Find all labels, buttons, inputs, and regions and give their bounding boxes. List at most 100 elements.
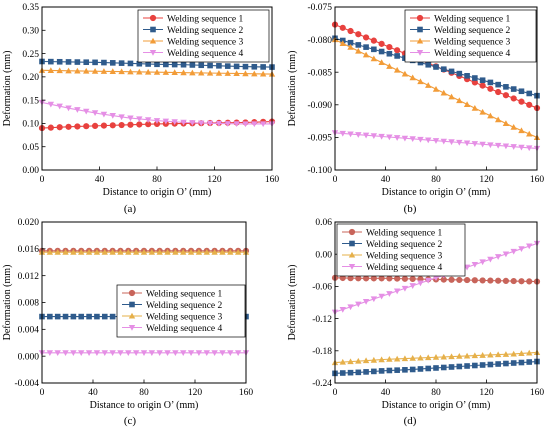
- data-point: [203, 248, 210, 255]
- data-point: [495, 361, 501, 367]
- data-point: [386, 356, 393, 362]
- legend-entry: Welding sequence 4: [366, 263, 443, 273]
- data-point: [83, 123, 90, 130]
- y-tick-label: 0.008: [18, 299, 40, 309]
- legend-entry: Welding sequence 1: [146, 289, 223, 299]
- data-point: [145, 61, 151, 67]
- legend-entry: Welding sequence 4: [146, 324, 223, 334]
- data-point: [85, 350, 93, 357]
- data-point: [347, 39, 354, 46]
- data-point: [378, 40, 385, 47]
- legend-marker: [128, 312, 136, 319]
- data-point: [471, 277, 478, 284]
- data-point: [148, 350, 156, 357]
- legend-marker: [348, 263, 356, 270]
- data-point: [510, 277, 517, 285]
- data-point: [339, 306, 346, 313]
- series-1: [331, 274, 541, 285]
- data-point: [479, 277, 486, 284]
- data-point: [259, 121, 267, 128]
- legend-marker: [128, 289, 136, 297]
- data-point: [172, 248, 179, 255]
- data-point: [362, 34, 370, 41]
- y-tick-label: 0.00: [315, 250, 332, 260]
- data-point: [494, 116, 502, 123]
- data-point: [127, 68, 134, 75]
- y-tick-label: -0.095: [307, 134, 332, 144]
- y-tick-label: -0.004: [14, 379, 39, 389]
- series-4: [331, 130, 541, 152]
- data-point: [386, 50, 393, 57]
- data-point: [393, 288, 401, 295]
- data-point: [494, 254, 502, 260]
- data-point: [394, 367, 400, 373]
- x-tick-label: 120: [479, 388, 494, 398]
- legend-marker: [129, 301, 135, 308]
- data-point: [479, 259, 486, 266]
- data-point: [62, 350, 69, 357]
- data-point: [518, 350, 525, 356]
- data-point: [101, 313, 108, 320]
- x-tick-label: 40: [381, 388, 391, 398]
- data-point: [109, 122, 116, 129]
- data-point: [409, 136, 416, 143]
- data-point: [402, 367, 408, 373]
- data-point: [195, 248, 203, 255]
- data-point: [187, 248, 195, 255]
- y-axis-label: Deformation (mm): [287, 51, 298, 127]
- series-4: [331, 240, 541, 316]
- data-point: [479, 352, 486, 358]
- data-point: [93, 248, 101, 255]
- data-point: [425, 61, 432, 68]
- data-point: [518, 98, 525, 105]
- data-point: [259, 70, 267, 77]
- data-point: [425, 82, 432, 88]
- data-point: [118, 60, 125, 66]
- data-point: [207, 62, 213, 69]
- data-point: [440, 364, 447, 371]
- data-point: [487, 351, 494, 358]
- y-tick-label: -0.090: [307, 101, 332, 111]
- y-tick-label: 0.10: [22, 120, 39, 130]
- data-point: [401, 70, 409, 77]
- data-point: [70, 248, 77, 255]
- y-tick-label: 0.30: [22, 26, 39, 36]
- data-point: [242, 70, 249, 77]
- data-point: [109, 68, 116, 75]
- data-point: [227, 248, 234, 255]
- data-point: [233, 63, 240, 70]
- data-point: [362, 51, 370, 58]
- data-point: [211, 350, 218, 357]
- data-point: [189, 62, 196, 68]
- data-point: [100, 68, 108, 74]
- data-point: [156, 350, 163, 357]
- legend-marker: [348, 228, 356, 236]
- data-point: [417, 59, 424, 66]
- data-point: [94, 313, 100, 320]
- data-point: [132, 350, 140, 357]
- data-point: [233, 70, 240, 77]
- data-point: [409, 283, 416, 289]
- data-point: [394, 47, 401, 54]
- data-point: [456, 139, 463, 146]
- x-tick-label: 0: [40, 388, 45, 398]
- x-tick-label: 120: [188, 388, 203, 398]
- data-point: [198, 69, 205, 76]
- data-point: [463, 101, 471, 107]
- y-tick-label: 0.05: [22, 143, 39, 153]
- y-tick-label: 0.004: [18, 326, 40, 336]
- data-point: [510, 123, 517, 130]
- data-point: [471, 262, 479, 268]
- data-point: [370, 55, 378, 62]
- data-point: [417, 136, 424, 143]
- data-point: [487, 277, 494, 284]
- data-point: [432, 354, 440, 360]
- data-point: [479, 141, 486, 148]
- data-point: [433, 64, 439, 70]
- data-point: [401, 275, 409, 282]
- data-point: [136, 68, 143, 75]
- panel-label: (a): [124, 203, 137, 215]
- data-point: [487, 361, 494, 368]
- data-point: [144, 117, 152, 123]
- data-point: [363, 369, 369, 375]
